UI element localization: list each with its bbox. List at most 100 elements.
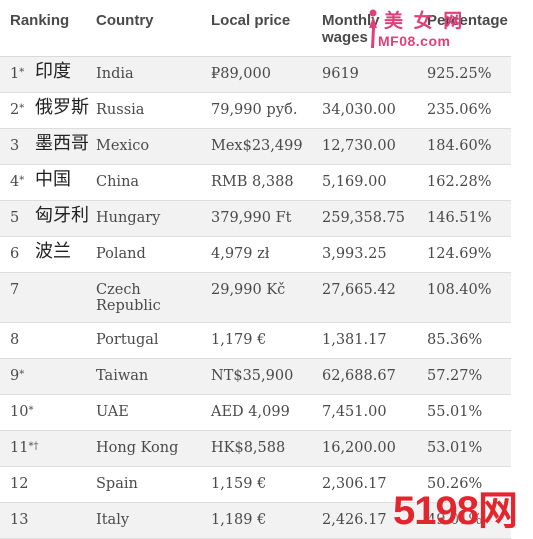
country-name: Portugal	[96, 332, 159, 348]
percentage-cell: 124.69%	[427, 246, 492, 262]
rank-footnote-mark: *	[19, 175, 25, 186]
table-row: 1* 印度 India ₽89,000 9619 925.25%	[0, 57, 511, 93]
watermark-bottom: 5198网	[393, 489, 518, 533]
country-cell: Taiwan	[96, 368, 206, 384]
rank-cell: 1*	[10, 66, 34, 82]
chinese-name-label: 波兰	[35, 241, 71, 262]
rank-number: 2	[10, 102, 20, 118]
percentage-cell: 85.36%	[427, 332, 483, 348]
percentage-cell: 53.01%	[427, 440, 483, 456]
monthly-wages-cell: 5,169.00	[322, 174, 387, 190]
country-cell: Spain	[96, 476, 206, 492]
country-cell: India	[96, 66, 206, 82]
header-ranking: Ranking	[10, 12, 70, 29]
table-row: 10* UAE AED 4,099 7,451.00 55.01%	[0, 395, 511, 431]
price-wage-table: Ranking Country Local price Monthly wage…	[0, 12, 511, 539]
country-cell: Portugal	[96, 332, 206, 348]
percentage-cell: 184.60%	[427, 138, 492, 154]
country-name: Mexico	[96, 138, 150, 154]
rank-number: 12	[10, 476, 29, 492]
rank-cell: 8	[10, 332, 34, 348]
country-cell: China	[96, 174, 206, 190]
header-monthly-wages-line1: Monthly	[322, 12, 380, 29]
rank-cell: 3	[10, 138, 34, 154]
monthly-wages-cell: 27,665.42	[322, 282, 396, 298]
rank-cell: 2*	[10, 102, 34, 118]
rank-cell: 9*	[10, 368, 34, 384]
rank-number: 5	[10, 210, 20, 226]
local-price-cell: 29,990 Kč	[211, 282, 286, 298]
table-row: 11*† Hong Kong HK$8,588 16,200.00 53.01%	[0, 431, 511, 467]
percentage-cell: 925.25%	[427, 66, 492, 82]
monthly-wages-cell: 62,688.67	[322, 368, 396, 384]
rank-cell: 13	[10, 512, 34, 528]
local-price-cell: 379,990 Ft	[211, 210, 292, 226]
monthly-wages-cell: 3,993.25	[322, 246, 387, 262]
table-row: 7 Czech Republic 29,990 Kč 27,665.42 108.40%	[0, 273, 511, 323]
monthly-wages-cell: 2,426.17	[322, 512, 387, 528]
rank-footnote-mark: *†	[28, 441, 39, 452]
table-body: 1* 印度 India ₽89,000 9619 925.25% 2* 俄罗斯 Russia 79…	[0, 57, 511, 539]
rank-number: 7	[10, 282, 20, 298]
country-cell: Mexico	[96, 138, 206, 154]
watermark-top-text: 美 女 网	[384, 10, 465, 32]
rank-number: 13	[10, 512, 29, 528]
rank-number: 8	[10, 332, 20, 348]
header-monthly-wages-line2: wages	[322, 29, 368, 46]
rank-cell: 7	[10, 282, 34, 298]
percentage-cell: 162.28%	[427, 174, 492, 190]
rank-number: 1	[10, 66, 20, 82]
country-name: Hong Kong	[96, 440, 179, 456]
local-price-cell: NT$35,900	[211, 368, 294, 384]
chinese-name-label: 墨西哥	[35, 133, 89, 154]
rank-cell: 6	[10, 246, 34, 262]
table-row: 2* 俄罗斯 Russia 79,990 руб. 34,030.00 235.06%	[0, 93, 511, 129]
country-name: Poland	[96, 246, 146, 262]
monthly-wages-cell: 34,030.00	[322, 102, 396, 118]
country-name: Hungary	[96, 210, 161, 226]
watermark-top-url: MF08.com	[378, 33, 451, 49]
local-price-cell: 1,179 €	[211, 332, 267, 348]
country-name: UAE	[96, 404, 129, 420]
rank-footnote-mark: *	[19, 369, 25, 380]
local-price-cell: HK$8,588	[211, 440, 286, 456]
monthly-wages-cell: 1,381.17	[322, 332, 387, 348]
percentage-cell: 146.51%	[427, 210, 492, 226]
rank-number: 6	[10, 246, 20, 262]
rank-number: 4	[10, 174, 20, 190]
rank-footnote-mark: *	[28, 405, 34, 416]
country-name: Spain	[96, 476, 138, 492]
table-row: 9* Taiwan NT$35,900 62,688.67 57.27%	[0, 359, 511, 395]
rank-cell: 12	[10, 476, 34, 492]
percentage-cell: 57.27%	[427, 368, 483, 384]
monthly-wages-cell: 259,358.75	[322, 210, 406, 226]
country-cell: Russia	[96, 102, 206, 118]
monthly-wages-cell: 2,306.17	[322, 476, 387, 492]
rank-footnote-mark: *	[19, 103, 25, 114]
chinese-name-label: 印度	[35, 61, 71, 82]
local-price-cell: 79,990 руб.	[211, 102, 298, 118]
header-percentage: Percentage	[427, 12, 508, 29]
monthly-wages-cell: 16,200.00	[322, 440, 396, 456]
local-price-cell: Mex$23,499	[211, 138, 303, 154]
rank-number: 10	[10, 404, 29, 420]
monthly-wages-cell: 9619	[322, 66, 359, 82]
header-monthly-wages: Monthly wages	[322, 12, 422, 46]
country-name: Russia	[96, 102, 145, 118]
local-price-cell: AED 4,099	[211, 404, 290, 420]
figure-icon	[369, 9, 377, 48]
header-local-price: Local price	[211, 12, 291, 29]
rank-cell: 10*	[10, 404, 34, 420]
table-row: 6 波兰 Poland 4,979 zł 3,993.25 124.69%	[0, 237, 511, 273]
local-price-cell: ₽89,000	[211, 66, 271, 82]
rank-cell: 5	[10, 210, 34, 226]
chinese-name-label: 中国	[35, 169, 71, 190]
percentage-cell: 49.01%	[427, 512, 483, 528]
local-price-cell: 4,979 zł	[211, 246, 270, 262]
country-name: Czech	[96, 282, 141, 298]
monthly-wages-cell: 7,451.00	[322, 404, 387, 420]
table-row: 4* 中国 China RMB 8,388 5,169.00 162.28%	[0, 165, 511, 201]
local-price-cell: RMB 8,388	[211, 174, 294, 190]
country-name: India	[96, 66, 134, 82]
table-row: 13 Italy 1,189 € 2,426.17 49.01%	[0, 503, 511, 539]
